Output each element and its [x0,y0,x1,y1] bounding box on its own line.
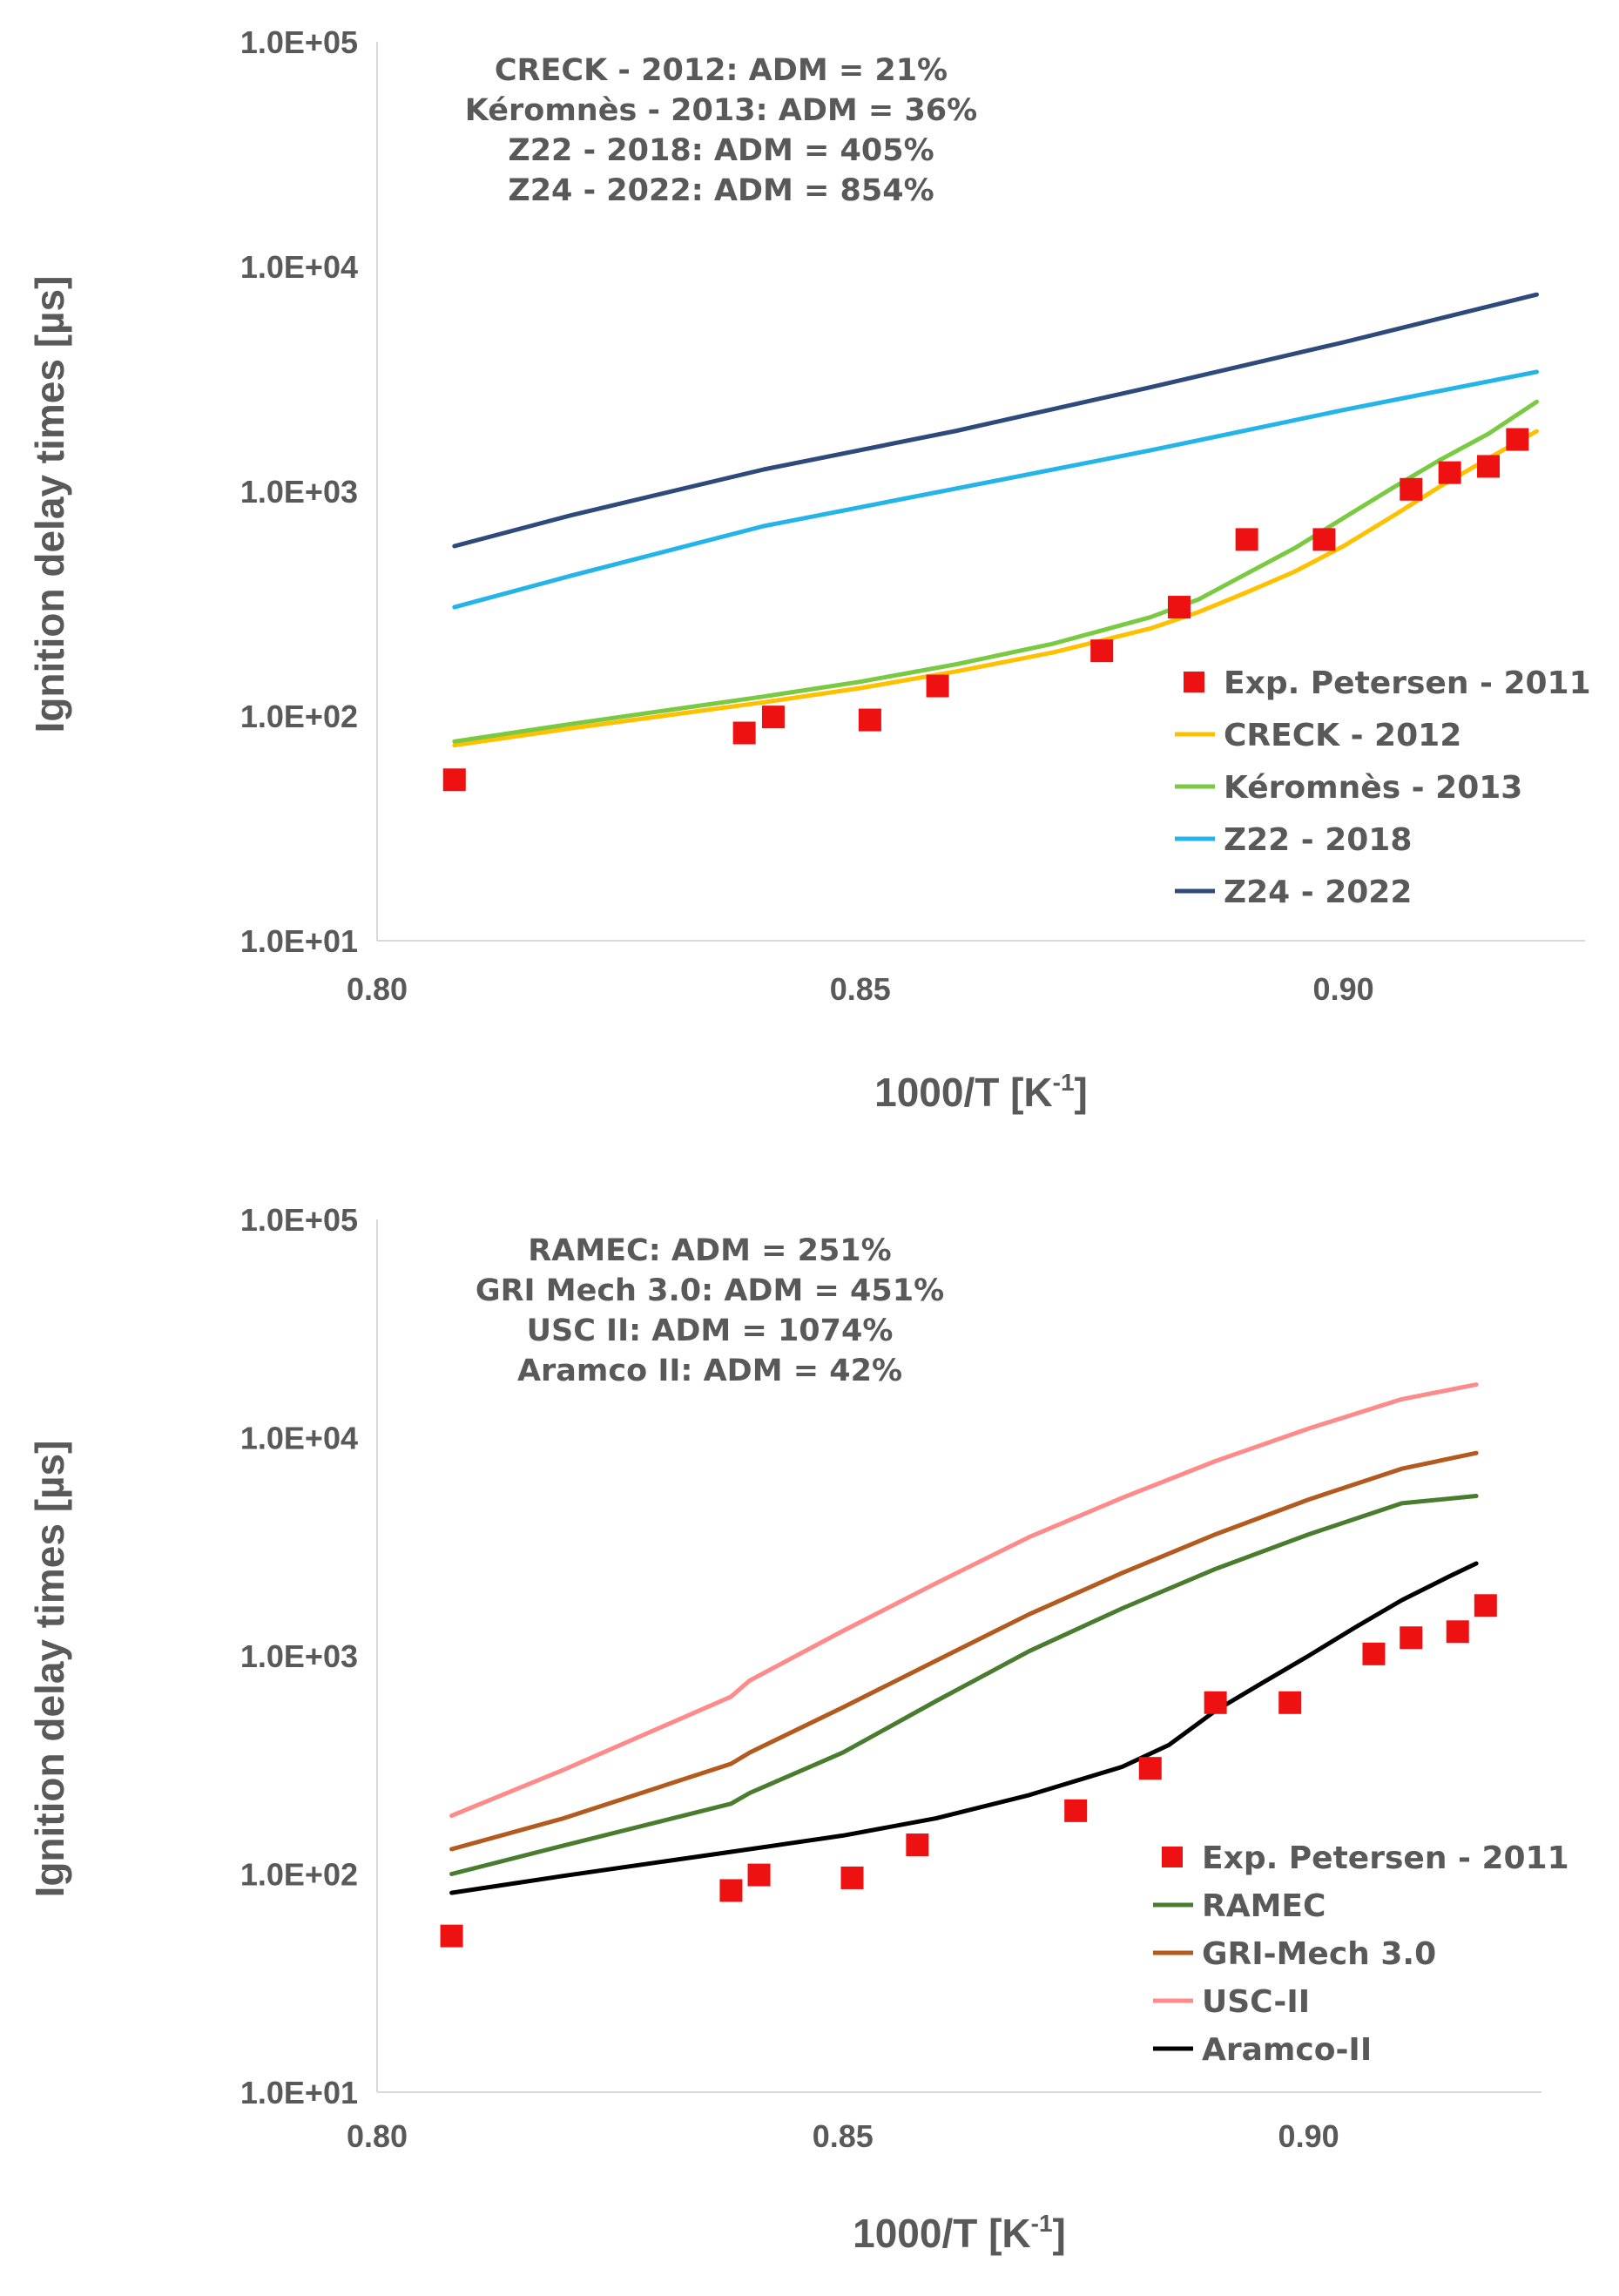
series-line-z24-2022 [452,292,1539,549]
x-tick-label: 0.80 [347,2118,408,2154]
experimental-point [906,1833,929,1857]
legend-label: Z22 - 2018 [1224,822,1412,858]
x-axis-title: 1000/T [K-1] [853,2210,1066,2256]
x-axis-title: 1000/T [K-1] [874,1069,1088,1115]
experimental-point [1235,528,1258,551]
legend-label: Kéromnès - 2013 [1224,770,1522,806]
experimental-point [442,768,466,792]
legend-label: Z24 - 2022 [1224,875,1412,910]
experimental-point [1362,1642,1386,1665]
x-tick-label: 0.90 [1278,2118,1339,2154]
experimental-point [840,1866,864,1889]
experimental-point [1064,1799,1088,1822]
experimental-point [1090,639,1114,663]
legend-label: USC-II [1202,1984,1310,2020]
experimental-point [761,706,785,729]
legend-label: Exp. Petersen - 2011 [1224,665,1591,701]
y-tick-label: 1.0E+01 [240,2075,358,2110]
experimental-point [1312,528,1336,551]
series-line-gri-mech-3-0 [449,1450,1479,1852]
x-tick-label: 0.85 [813,2118,874,2154]
series-line-ramec [449,1494,1479,1876]
legend-marker-experiment [1184,672,1204,692]
experimental-point [1278,1691,1302,1714]
adm-annotation: USC II: ADM = 1074% [527,1313,894,1348]
adm-annotation: Kéromnès - 2013: ADM = 36% [465,93,977,128]
adm-annotation: Aramco II: ADM = 42% [517,1354,902,1388]
adm-annotation: Z22 - 2018: ADM = 405% [508,133,934,168]
experimental-point [1477,455,1501,478]
legend-label: GRI-Mech 3.0 [1202,1936,1436,1972]
series-line-z22-2018 [452,369,1539,610]
bottom-chart: 1.0E+01 1.0E+02 1.0E+03 1.0E+04 1.0E+05 0.80 0… [27,1202,1569,2256]
y-tick-label: 1.0E+05 [240,24,358,60]
y-tick-label: 1.0E+04 [240,1421,358,1456]
legend-label: Aramco-II [1202,2032,1372,2068]
legend-label: RAMEC [1202,1888,1326,1924]
experimental-point [1474,1594,1497,1617]
top-chart: 1.0E+01 1.0E+02 1.0E+03 1.0E+04 1.0E+05 0.80 0… [27,24,1591,1115]
experimental-point [747,1863,771,1887]
experimental-point [1438,461,1461,484]
experimental-point [1400,477,1423,501]
experimental-point [1138,1757,1162,1780]
y-tick-label: 1.0E+04 [240,249,358,285]
experimental-point [732,721,756,745]
y-tick-label: 1.0E+01 [240,923,358,959]
experimental-point [1446,1620,1469,1644]
series-line-aramco-ii [449,1561,1479,1895]
legend-label: Exp. Petersen - 2011 [1202,1840,1569,1876]
legend-label: CRECK - 2012 [1224,718,1461,753]
adm-annotation: GRI Mech 3.0: ADM = 451% [476,1273,944,1308]
adm-annotation: RAMEC: ADM = 251% [528,1233,891,1268]
experimental-point [926,674,949,698]
y-axis-title: Ignition delay times [µs] [27,1441,72,1898]
experimental-point [1204,1691,1227,1714]
adm-annotation: CRECK - 2012: ADM = 21% [495,53,948,88]
experimental-point [719,1879,743,1902]
y-axis-title: Ignition delay times [µs] [27,276,72,733]
experimental-point [440,1924,463,1948]
y-tick-label: 1.0E+03 [240,474,358,510]
experimental-point [1506,428,1529,451]
y-tick-label: 1.0E+02 [240,1857,358,1893]
adm-annotation: Z24 - 2022: ADM = 854% [508,173,934,208]
series-line-usc-ii [449,1382,1479,1819]
experimental-point [1400,1626,1423,1650]
x-tick-label: 0.80 [347,971,408,1007]
series-line-creck-2012 [452,429,1539,748]
y-tick-label: 1.0E+05 [240,1202,358,1238]
legend-marker-experiment [1162,1847,1183,1867]
series-line-k-romn-s-2013 [452,399,1539,744]
experimental-point [1167,596,1191,619]
y-tick-label: 1.0E+03 [240,1638,358,1674]
x-tick-label: 0.90 [1313,971,1374,1007]
y-tick-label: 1.0E+02 [240,699,358,734]
x-tick-label: 0.85 [830,971,891,1007]
experimental-point [858,708,881,732]
